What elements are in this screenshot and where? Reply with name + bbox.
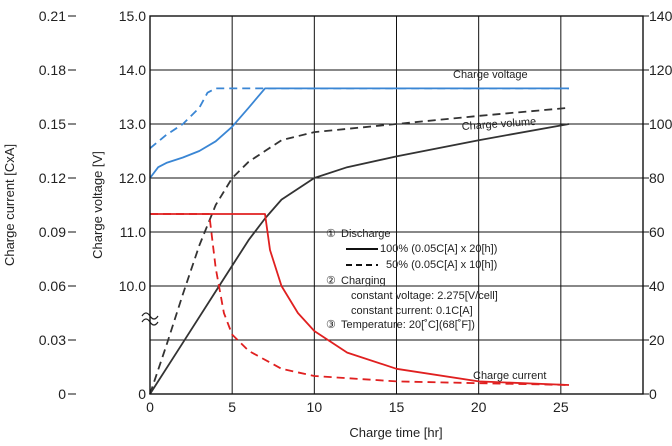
x-axis-title: Charge time [hr]	[349, 425, 442, 440]
current-tick-label-0: 0	[58, 386, 66, 402]
plot-border	[149, 15, 644, 395]
legend-temperature: Temperature: 20[˚C](68[˚F])	[341, 319, 475, 331]
volume-tick-label-40: 40	[649, 278, 665, 294]
voltage-tick-label-12.0: 12.0	[119, 170, 146, 186]
legend-constant-current: constant current: 0.1C[A]	[351, 305, 473, 317]
legend-marker-2: ②	[326, 275, 336, 287]
volume-tick-label-80: 80	[649, 170, 665, 186]
legend-marker-1: ①	[326, 228, 336, 240]
current-tick-label-0.06: 0.06	[39, 278, 66, 294]
charge-current-label: Charge current	[473, 370, 546, 382]
legend: ① Discharge 100% (0.05C[A] x 20[h]) 50% …	[326, 228, 498, 331]
legend-line-100: 100% (0.05C[A] x 20[h])	[380, 243, 497, 255]
current-tick-label-0.09: 0.09	[39, 224, 66, 240]
legend-line-50: 50% (0.05C[A] x 10[h])	[386, 259, 497, 271]
y-axis-title-current: Charge current [CxA]	[2, 144, 17, 266]
voltage-tick-label-zero: 0	[138, 386, 146, 402]
volume-tick-label-0: 0	[649, 386, 657, 402]
voltage-tick-label-10.0: 10.0	[119, 278, 146, 294]
series-charge-volume-50pct	[149, 106, 570, 395]
voltage-tick-label-15.0: 15.0	[119, 8, 146, 24]
volume-tick-label-140: 140	[649, 8, 672, 24]
x-tick-label-15: 15	[389, 399, 405, 415]
series-charge-current-50pct	[150, 213, 570, 386]
x-tick-label-10: 10	[307, 399, 323, 415]
series-charge-volume-100pct	[149, 123, 570, 395]
current-tick-label-0.21: 0.21	[39, 8, 66, 24]
legend-charging-title: Charging	[341, 275, 386, 287]
volume-tick-label-100: 100	[649, 116, 672, 132]
current-tick-label-0.15: 0.15	[39, 116, 66, 132]
x-tick-label-0: 0	[146, 399, 154, 415]
voltage-tick-label-11.0: 11.0	[120, 224, 146, 240]
volume-tick-label-120: 120	[649, 62, 672, 78]
x-tick-label-20: 20	[471, 399, 487, 415]
voltage-tick-label-13.0: 13.0	[119, 116, 146, 132]
legend-constant-voltage: constant voltage: 2.275[V/cell]	[351, 290, 498, 302]
current-tick-label-0.12: 0.12	[39, 170, 66, 186]
x-tick-label-5: 5	[228, 399, 236, 415]
current-tick-label-0.18: 0.18	[39, 62, 66, 78]
volume-tick-label-20: 20	[649, 332, 665, 348]
charge-volume-label: Charge volume	[461, 116, 536, 133]
series-charge-current-100pct	[150, 213, 570, 386]
series-group	[149, 87, 570, 395]
y-axis-title-voltage: Charge voltage [V]	[90, 151, 105, 259]
legend-marker-3-row: ③	[326, 319, 336, 331]
voltage-tick-label-14.0: 14.0	[119, 62, 146, 78]
current-tick-label-0.03: 0.03	[39, 332, 66, 348]
x-tick-label-25: 25	[553, 399, 569, 415]
charge-voltage-label: Charge voltage	[453, 69, 528, 81]
legend-discharge-title: Discharge	[341, 228, 391, 240]
volume-tick-label-60: 60	[649, 224, 665, 240]
series-charge-voltage-100pct	[149, 87, 569, 179]
tick-labels: 0 5 10 15 20 25 0 0.03 0.06 0.09 0.12 0.15 0.18 0.21 1…	[39, 8, 672, 415]
